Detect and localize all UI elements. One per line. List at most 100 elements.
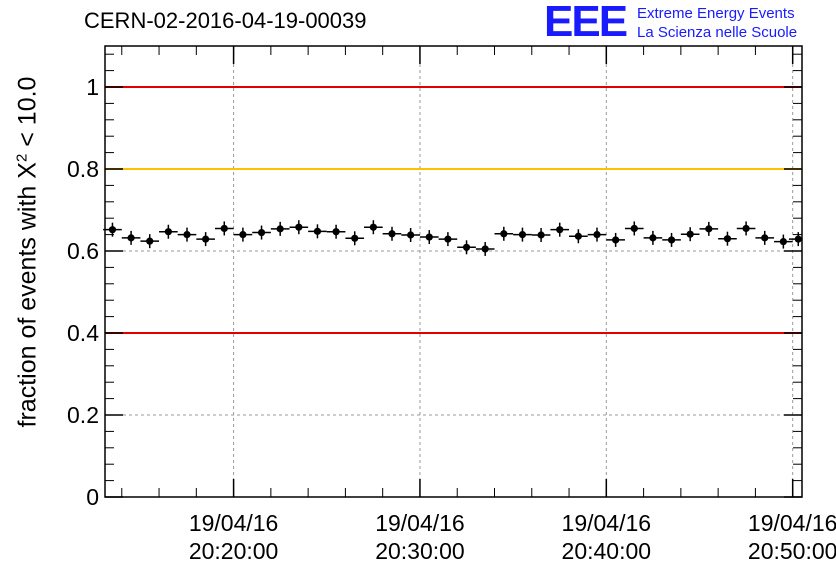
data-point [718, 231, 737, 246]
x-tick-date: 19/04/16 [189, 510, 279, 536]
point-marker [164, 228, 172, 236]
point-marker [518, 231, 527, 239]
point-marker [108, 226, 117, 234]
y-axis-label-superscript: 2 [13, 153, 31, 163]
point-marker [556, 226, 564, 234]
point-marker [313, 227, 322, 235]
data-point [196, 232, 215, 247]
data-point [587, 227, 607, 242]
data-point [103, 222, 122, 237]
data-point [233, 227, 253, 242]
data-point [438, 232, 458, 247]
y-axis-label-prefix: fraction of events with [13, 185, 42, 428]
y-axis-label-symbol: X [13, 162, 42, 179]
point-marker [593, 231, 601, 239]
data-point [699, 221, 719, 236]
point-marker [649, 234, 657, 242]
point-marker [574, 232, 582, 240]
point-marker [239, 231, 247, 239]
logo-line-2: La Scienza nelle Scuole [637, 24, 798, 41]
data-point [270, 221, 290, 236]
data-point [140, 234, 160, 249]
point-marker [500, 230, 508, 238]
axis-ticks [105, 46, 802, 498]
point-marker [705, 225, 713, 233]
y-tick-label: 0.6 [67, 238, 99, 264]
x-tick-date: 19/04/16 [748, 510, 836, 536]
data-point [680, 227, 700, 242]
point-marker [723, 235, 732, 243]
x-tick-time: 20:20:00 [189, 538, 279, 564]
data-point [606, 232, 625, 247]
data-point [308, 224, 327, 239]
data-point [382, 226, 402, 241]
data-point [364, 220, 383, 235]
data-point [494, 226, 514, 241]
x-tick-time: 20:50:00 [748, 538, 836, 564]
data-point [252, 225, 271, 240]
data-point [177, 227, 197, 242]
logo-text: Extreme Energy Events La Scienza nelle S… [637, 4, 797, 42]
data-point [419, 230, 439, 245]
data-point [755, 230, 775, 245]
reference-lines [105, 86, 802, 334]
y-tick-label: 0.4 [67, 320, 99, 346]
grid-lines [105, 46, 802, 497]
y-tick-label: 0.8 [67, 156, 99, 182]
data-point [736, 221, 756, 236]
x-tick-date: 19/04/16 [562, 510, 652, 536]
point-marker [220, 224, 228, 233]
x-tick-time: 20:40:00 [562, 538, 652, 564]
eee-logo: EEE [544, 0, 628, 46]
point-marker [202, 235, 210, 243]
point-marker [425, 233, 433, 241]
y-axis-label-suffix: < 10.0 [13, 76, 42, 154]
data-point [624, 221, 644, 236]
plot-frame [104, 45, 803, 498]
data-point [569, 229, 588, 244]
point-marker [369, 223, 377, 231]
point-marker [444, 235, 452, 243]
y-tick-label: 0.2 [67, 402, 99, 428]
point-marker [257, 228, 266, 237]
data-point [643, 230, 663, 245]
point-marker [332, 228, 340, 236]
point-marker [794, 235, 802, 243]
point-marker [612, 236, 620, 244]
point-marker [630, 224, 638, 233]
x-tick-time: 20:30:00 [375, 538, 465, 564]
data-point [289, 220, 309, 235]
point-marker [295, 223, 303, 231]
point-marker [388, 230, 396, 238]
y-tick-label: 1 [86, 74, 99, 100]
axis-tick-labels: 00.20.40.60.8119/04/1620:20:0019/04/1620… [67, 74, 836, 564]
data-point [550, 222, 570, 237]
x-tick-date: 19/04/16 [375, 510, 465, 536]
point-marker [127, 234, 135, 242]
data-point [121, 230, 141, 245]
data-point [774, 234, 793, 249]
chart-title: CERN-02-2016-04-19-00039 [84, 8, 367, 33]
data-point [326, 224, 346, 239]
point-marker [481, 245, 489, 253]
point-marker [537, 231, 545, 239]
data-points [103, 220, 802, 256]
point-marker [407, 231, 415, 239]
point-marker [276, 225, 284, 233]
data-point [513, 227, 532, 242]
data-point [401, 228, 420, 243]
point-marker [742, 224, 750, 233]
point-marker [462, 243, 471, 251]
data-point [345, 231, 365, 246]
data-point [475, 241, 495, 256]
point-marker [351, 234, 359, 242]
data-point [662, 232, 681, 247]
data-point [457, 240, 476, 255]
point-marker [779, 237, 787, 246]
data-point [531, 228, 551, 243]
y-tick-label: 0 [86, 484, 99, 510]
data-point [214, 221, 234, 236]
data-point [159, 224, 178, 239]
y-axis-label: fraction of events with X2 < 10.0 [13, 77, 42, 428]
